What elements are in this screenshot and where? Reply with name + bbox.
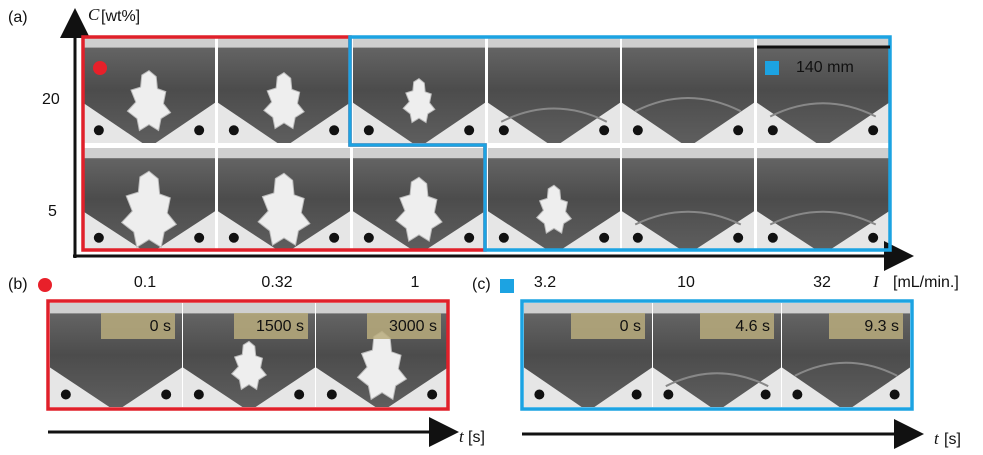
time-label: 3000 s — [389, 318, 437, 335]
y-tick: 20 — [42, 91, 60, 108]
hole — [61, 390, 71, 400]
blue-square — [500, 279, 514, 293]
hole — [792, 390, 802, 400]
photo — [622, 148, 754, 250]
red-dot — [38, 278, 52, 292]
photo-top — [218, 148, 350, 158]
page: {"panel_a": {"label": "(a)", "y_axis_lab… — [0, 0, 983, 450]
red-dot — [93, 61, 107, 75]
x-tick: 10 — [677, 274, 695, 291]
hole — [733, 233, 743, 243]
hole — [364, 233, 374, 243]
axis-symbol: C — [88, 5, 100, 24]
hole — [534, 390, 544, 400]
axis-unit: [s] — [468, 429, 485, 446]
hole — [329, 125, 339, 135]
photo-top — [316, 303, 448, 313]
photo — [218, 148, 350, 250]
hole — [599, 125, 609, 135]
hole — [364, 125, 374, 135]
axis-unit: [mL/min.] — [893, 274, 959, 291]
axis-symbol: t — [934, 429, 940, 448]
hole — [768, 125, 778, 135]
photo-top — [782, 303, 910, 313]
hole — [663, 390, 673, 400]
photo-top — [488, 148, 620, 158]
photo-top — [524, 303, 652, 313]
time-label: 4.6 s — [735, 318, 770, 335]
hole — [599, 233, 609, 243]
scale-label: 140 mm — [796, 59, 854, 76]
x-tick: 0.32 — [261, 274, 292, 291]
hole — [94, 233, 104, 243]
photo-top — [353, 148, 485, 158]
hole — [94, 125, 104, 135]
photo — [83, 148, 215, 250]
time-label: 0 s — [620, 318, 641, 335]
photo — [488, 37, 620, 143]
hole — [499, 125, 509, 135]
time-label: 0 s — [150, 318, 171, 335]
hole — [890, 390, 900, 400]
photo-top — [83, 148, 215, 158]
axis-symbol: I — [872, 272, 880, 291]
photo — [757, 37, 889, 143]
axis-unit: [s] — [944, 431, 961, 448]
panel-label: (c) — [472, 276, 491, 293]
hole — [427, 390, 437, 400]
time-label: 1500 s — [256, 318, 304, 335]
blue-square — [765, 61, 779, 75]
panel-label: (b) — [8, 276, 28, 293]
photo — [83, 37, 215, 143]
photo — [488, 148, 620, 250]
hole — [329, 233, 339, 243]
panel-label: (a) — [8, 9, 28, 26]
x-tick: 1 — [411, 274, 420, 291]
hole — [194, 233, 204, 243]
hole — [499, 233, 509, 243]
hole — [194, 390, 204, 400]
hole — [761, 390, 771, 400]
hole — [194, 125, 204, 135]
hole — [633, 233, 643, 243]
x-tick: 32 — [813, 274, 831, 291]
time-label: 9.3 s — [864, 318, 899, 335]
hole — [464, 233, 474, 243]
hole — [229, 125, 239, 135]
photo-top — [757, 148, 889, 158]
photo-top — [50, 303, 182, 313]
hole — [294, 390, 304, 400]
axis-unit: [wt%] — [101, 8, 140, 25]
photo — [757, 148, 889, 250]
photo-top — [183, 303, 315, 313]
hole — [229, 233, 239, 243]
photo — [353, 37, 485, 143]
hole — [868, 125, 878, 135]
hole — [868, 233, 878, 243]
hole — [768, 233, 778, 243]
hole — [632, 390, 642, 400]
hole — [464, 125, 474, 135]
photo-top — [653, 303, 781, 313]
x-tick: 3.2 — [534, 274, 556, 291]
photo-top — [622, 148, 754, 158]
hole — [633, 125, 643, 135]
figure: 140 mm (a) C [wt%] 20 5 I [mL/min.] (b) … — [0, 0, 983, 450]
photos — [50, 37, 910, 407]
photo — [218, 37, 350, 143]
photo — [353, 148, 485, 250]
hole — [733, 125, 743, 135]
axis-symbol: t — [459, 427, 465, 446]
hole — [327, 390, 337, 400]
hole — [161, 390, 171, 400]
photo — [622, 37, 754, 143]
x-tick: 0.1 — [134, 274, 156, 291]
y-tick: 5 — [48, 203, 57, 220]
